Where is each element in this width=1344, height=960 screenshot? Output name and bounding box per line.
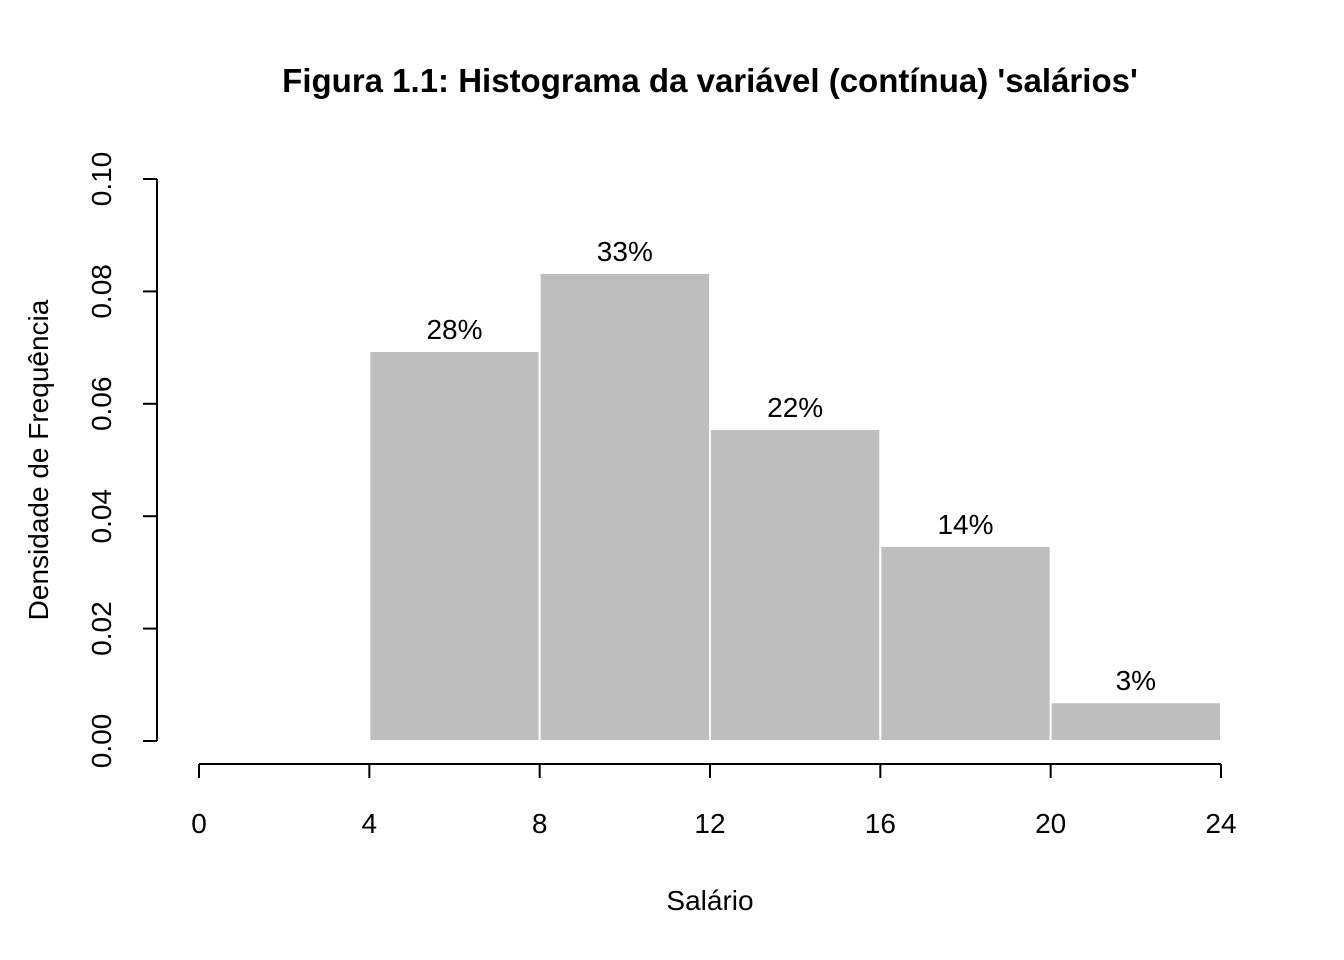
x-tick-label: 4 [362, 808, 378, 839]
histogram-bar [879, 544, 1052, 743]
x-tick-label: 20 [1035, 808, 1066, 839]
y-tick-label: 0.06 [86, 377, 117, 432]
x-tick-label: 24 [1205, 808, 1236, 839]
histogram-bar [538, 271, 712, 742]
bar-percent-label: 28% [426, 314, 482, 345]
x-tick-label: 0 [191, 808, 207, 839]
y-tick-label: 0.04 [86, 489, 117, 544]
bar-percent-label: 33% [597, 236, 653, 267]
x-axis-label: Salário [666, 885, 753, 916]
y-tick-label: 0.02 [86, 601, 117, 656]
y-tick-label: 0.08 [86, 264, 117, 319]
histogram-bar [368, 349, 541, 742]
histogram-bar [709, 428, 882, 742]
y-tick-label: 0.10 [86, 152, 117, 207]
bar-labels-group: 28% 33% 22% 14% 3% [426, 236, 1156, 696]
histogram-bar [1049, 701, 1222, 742]
bar-percent-label: 22% [767, 392, 823, 423]
bar-percent-label: 3% [1116, 665, 1156, 696]
y-tick-label: 0.00 [86, 714, 117, 769]
x-tick-label: 12 [694, 808, 725, 839]
x-axis: 0 4 8 12 16 20 24 [191, 763, 1237, 839]
bars-group [368, 271, 1222, 743]
x-tick-label: 16 [865, 808, 896, 839]
chart-title: Figura 1.1: Histograma da variável (cont… [282, 62, 1138, 99]
x-tick-label: 8 [532, 808, 548, 839]
bar-percent-label: 14% [937, 509, 993, 540]
y-axis: 0.00 0.02 0.04 0.06 0.08 0.10 [86, 152, 158, 769]
y-axis-label: Densidade de Frequência [23, 299, 54, 620]
